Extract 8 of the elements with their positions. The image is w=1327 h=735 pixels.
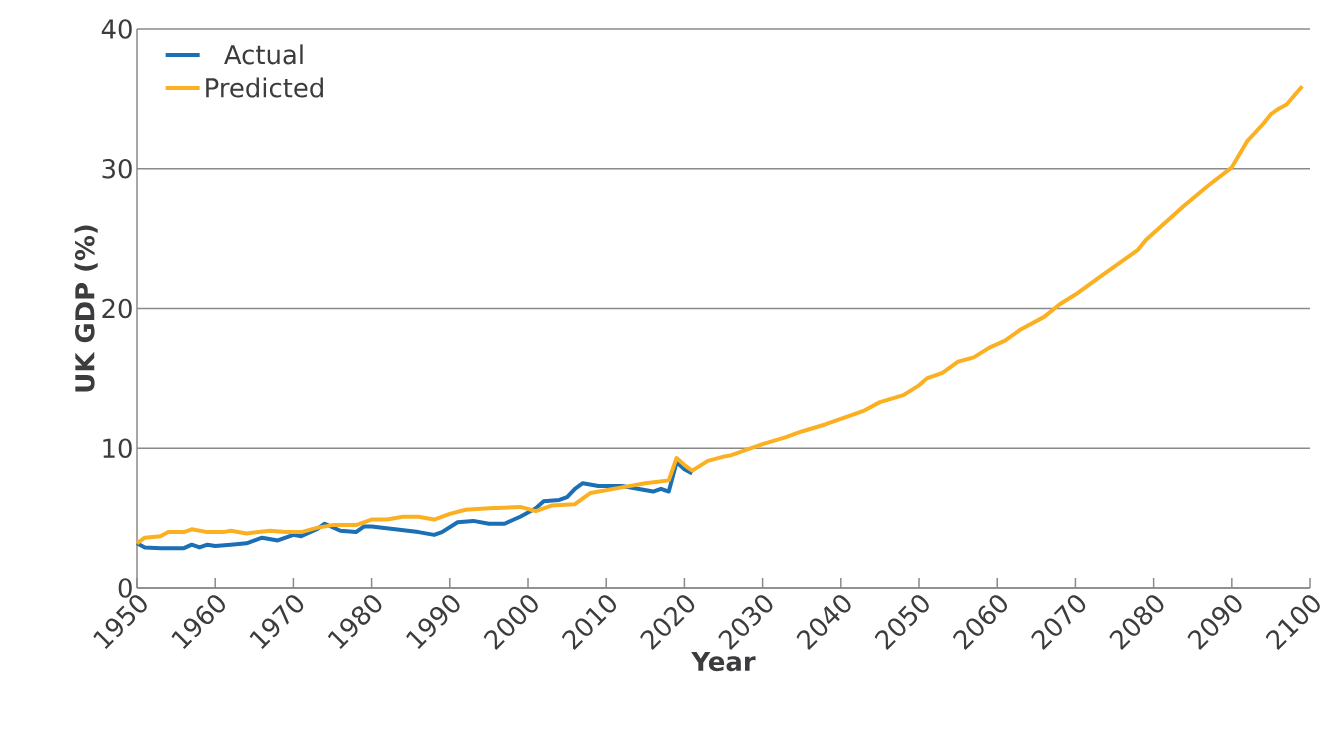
y-tick-label: 40 xyxy=(101,19,132,39)
legend-label: Predicted xyxy=(206,77,323,98)
y-tick-label: 10 xyxy=(103,438,132,459)
y-axis-title: UK GDP (%) xyxy=(74,225,98,392)
y-tick-label: 30 xyxy=(102,158,132,179)
x-axis-title: Year xyxy=(691,651,756,672)
y-tick-label: 20 xyxy=(102,298,132,319)
legend-label: Actual xyxy=(224,44,303,65)
